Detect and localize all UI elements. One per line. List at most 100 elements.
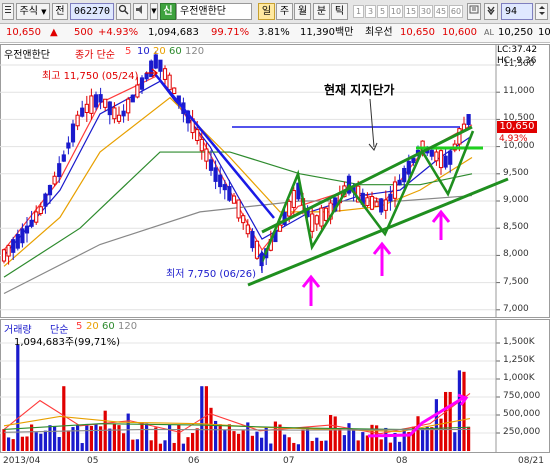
candle-body xyxy=(250,231,255,249)
volume-bar xyxy=(140,422,144,451)
volume-bar xyxy=(421,428,425,451)
chevron-down-icon[interactable] xyxy=(484,3,498,20)
candle-body xyxy=(139,77,145,90)
date-label: 08/21 xyxy=(518,456,544,466)
period-45-button[interactable]: 45 xyxy=(434,5,448,18)
candle-body xyxy=(406,160,411,175)
candle-body xyxy=(1,249,7,262)
period-10-button[interactable]: 10 xyxy=(389,5,403,18)
candle-body xyxy=(98,94,103,103)
period-minute-button[interactable]: 분 xyxy=(313,3,330,20)
current-pct-tag: 4.93% xyxy=(499,134,528,144)
volume-bar xyxy=(103,410,107,451)
volume-bar xyxy=(191,433,195,451)
volume-bar xyxy=(352,429,356,451)
arrow-up-icon xyxy=(431,209,451,240)
volume-bar xyxy=(227,424,231,451)
period-month-button[interactable]: 월 xyxy=(294,3,311,20)
candle-body xyxy=(34,211,39,223)
volume-bar xyxy=(108,428,112,451)
candle-body xyxy=(38,206,43,215)
volume-bar xyxy=(333,416,337,451)
speaker-icon[interactable] xyxy=(133,3,148,20)
market-select[interactable]: 주식 ▼ xyxy=(16,3,50,20)
volume-bar xyxy=(457,370,461,451)
channel-lower-line xyxy=(247,177,509,287)
candle-body xyxy=(144,73,149,80)
volume-bar xyxy=(430,427,434,451)
period-15-button[interactable]: 15 xyxy=(404,5,418,18)
list-icon[interactable] xyxy=(467,3,481,20)
price-chart-canvas[interactable] xyxy=(0,44,550,318)
period-day-button[interactable]: 일 xyxy=(258,3,275,20)
volume-bar xyxy=(112,423,116,451)
period-tick-button[interactable]: 틱 xyxy=(331,3,348,20)
candle-body xyxy=(443,155,448,168)
y-axis-tick-label: 1,500K xyxy=(503,337,535,347)
period-1-button[interactable]: 1 xyxy=(353,5,364,18)
candle-body xyxy=(466,114,471,125)
search-icon[interactable] xyxy=(116,3,131,20)
menu-icon[interactable] xyxy=(2,3,14,20)
candle-body xyxy=(448,150,453,165)
volume-pane-title: 거래량 xyxy=(4,325,32,336)
volume-bar xyxy=(324,440,328,451)
period-week-button[interactable]: 주 xyxy=(276,3,293,20)
candle-body xyxy=(24,225,30,234)
y-axis-tick-label: 8,000 xyxy=(503,249,529,260)
volume-bar xyxy=(25,436,29,451)
candle-body xyxy=(323,207,329,221)
period-30-button[interactable]: 30 xyxy=(419,5,433,18)
turnover-rate: 3.81% xyxy=(258,27,290,38)
candle-body xyxy=(328,202,333,220)
callout-leader-line xyxy=(369,98,375,148)
period-3-button[interactable]: 3 xyxy=(365,5,376,18)
date-label: 07 xyxy=(283,456,295,466)
candle-body xyxy=(70,123,76,143)
volume-bar xyxy=(379,439,383,451)
candle-body xyxy=(116,114,122,122)
volume-bar xyxy=(467,426,471,451)
volume-ma-120: 120 xyxy=(118,321,138,332)
prev-button[interactable]: 전 xyxy=(52,3,68,20)
candle-body xyxy=(6,244,11,257)
low-arrow-icon xyxy=(257,250,267,273)
price-ma-60: 60 xyxy=(169,46,182,57)
price-ma-10: 10 xyxy=(137,46,150,57)
candle-body xyxy=(199,138,204,152)
period-5-button[interactable]: 5 xyxy=(377,5,388,18)
price-ma-label: 종가 단순 xyxy=(75,50,115,61)
count-stepper[interactable] xyxy=(535,3,548,20)
volume-bar xyxy=(154,427,158,451)
candle-body xyxy=(112,107,117,120)
moving-average-line xyxy=(3,423,471,430)
candle-body xyxy=(20,228,25,244)
volume-bar xyxy=(76,424,80,451)
last-price: 10,250 xyxy=(498,27,533,38)
volume-bar xyxy=(329,415,333,451)
candle-body xyxy=(61,154,66,162)
code-input[interactable]: 062270 xyxy=(70,3,114,20)
volume-bar xyxy=(232,431,236,451)
volume-bar xyxy=(283,434,287,451)
candle-body xyxy=(310,213,315,232)
volume-chart-canvas[interactable] xyxy=(0,319,550,453)
stock-name-field[interactable]: 우전앤한단 xyxy=(176,3,252,20)
candle-body xyxy=(195,129,200,141)
count-input[interactable]: 94 xyxy=(501,3,533,20)
volume-bar xyxy=(149,440,153,451)
volume-bar xyxy=(80,443,84,451)
channel-upper-line xyxy=(261,125,473,234)
volume-bar xyxy=(158,443,162,451)
dropdown-icon[interactable]: ▼ xyxy=(150,3,158,20)
moving-average-line xyxy=(3,96,473,267)
volume-bar xyxy=(71,427,75,451)
volume-bar xyxy=(62,386,66,451)
candle-body xyxy=(287,200,292,217)
volume-bar xyxy=(34,432,38,451)
new-badge: 신 xyxy=(160,3,176,20)
volume-ma-60: 60 xyxy=(102,321,115,332)
volume-bar xyxy=(388,442,392,451)
volume-bar xyxy=(260,437,264,451)
period-60-button[interactable]: 60 xyxy=(449,5,463,18)
